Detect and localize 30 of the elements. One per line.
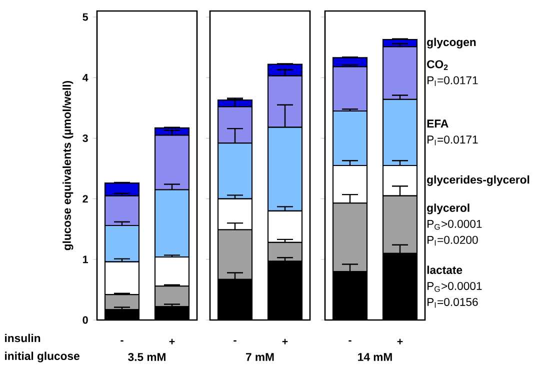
- x-tick-label: -: [348, 340, 352, 342]
- x-tick-label: +: [169, 338, 175, 344]
- series-label: glycerol: [427, 204, 470, 214]
- text: P$_{I}$=0.0171: [428, 76, 478, 86]
- x-axis-title: 3.5 mM: [128, 352, 166, 362]
- series-label: EFA: [427, 120, 448, 128]
- x-tick-label: -: [234, 340, 236, 342]
- series-label: glycogen: [427, 38, 476, 48]
- y-tick-label: 5: [82, 13, 88, 21]
- y-tick-label: 2: [82, 195, 88, 203]
- series-label: lactate: [427, 266, 462, 274]
- y-tick-label: 1: [83, 256, 88, 264]
- text: P$_{I}$=0.0171: [428, 136, 478, 146]
- y-tick-label: 0: [82, 316, 88, 324]
- text: P$_{I}$=0.0156: [428, 298, 478, 308]
- text: P$_{G}$>0.0001: [428, 282, 482, 292]
- x-tick-label: +: [282, 338, 288, 344]
- x-axis-title: 7 mM: [246, 353, 274, 361]
- y-tick-label: 3: [82, 134, 88, 142]
- text: insulin: [5, 334, 40, 342]
- text: initial glucose: [5, 352, 80, 362]
- text: P$_{I}$=0.0200: [428, 236, 478, 246]
- x-tick-label: +: [397, 338, 403, 344]
- x-axis-title: 14 mM: [358, 353, 392, 361]
- x-tick-label: -: [120, 340, 124, 342]
- series-label: CO$_{2}$: [427, 60, 448, 70]
- y-tick-label: 4: [82, 74, 88, 82]
- y-axis-title: glucose equivalents (µmol/well): [62, 80, 74, 250]
- series-label: glycerides-glycerol: [427, 175, 530, 186]
- text: P$_{G}$>0.0001: [428, 220, 482, 230]
